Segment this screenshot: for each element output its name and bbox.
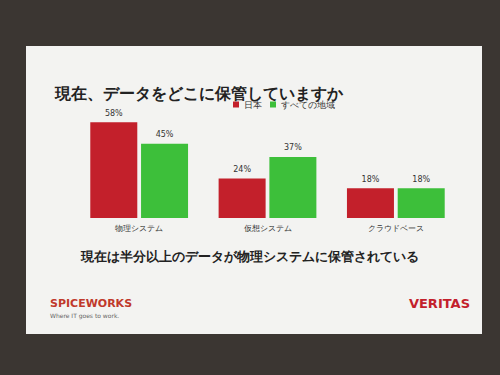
svg-text:24%: 24%: [233, 165, 251, 174]
svg-text:現在は半分以上のデータが物理システムに保管されている: 現在は半分以上のデータが物理システムに保管されている: [80, 249, 419, 264]
svg-text:Where IT goes to work.: Where IT goes to work.: [50, 312, 119, 320]
svg-text:45%: 45%: [156, 130, 174, 139]
svg-text:現在、データをどこに保管していますか: 現在、データをどこに保管していますか: [54, 84, 344, 103]
svg-text:18%: 18%: [362, 175, 380, 184]
svg-text:37%: 37%: [284, 143, 302, 152]
svg-text:クラウドベース: クラウドベース: [368, 224, 424, 233]
svg-text:仮想システム: 仮想システム: [244, 224, 292, 233]
svg-text:SPICEWORKS: SPICEWORKS: [50, 297, 132, 310]
svg-text:18%: 18%: [412, 175, 430, 184]
svg-text:物理システム: 物理システム: [115, 224, 163, 233]
svg-text:日本: 日本: [244, 99, 262, 110]
svg-text:58%: 58%: [105, 109, 123, 118]
svg-text:すべての地域: すべての地域: [281, 99, 335, 110]
svg-text:VERITAS: VERITAS: [409, 296, 470, 311]
